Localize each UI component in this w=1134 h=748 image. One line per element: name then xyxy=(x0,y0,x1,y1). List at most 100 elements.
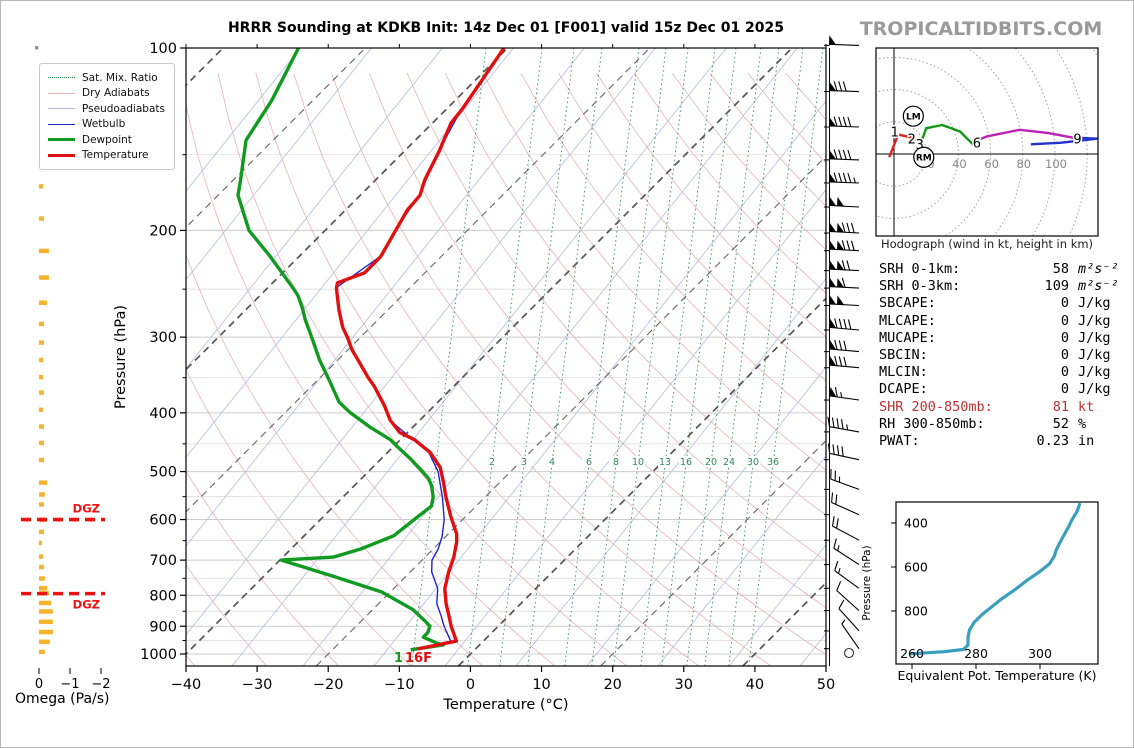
barb-half xyxy=(837,545,840,551)
mixing-ratio-label: 20 xyxy=(705,457,717,468)
barb-full xyxy=(831,516,835,527)
dry-adiabat-line xyxy=(293,72,772,666)
isotherm-line xyxy=(600,439,826,666)
dry-adiabat-line xyxy=(558,72,826,382)
mixing-ratio-label: 2 xyxy=(489,457,495,468)
mixing-ratio-line xyxy=(661,48,737,666)
barb-pennant xyxy=(829,149,837,160)
barb-full xyxy=(842,149,847,160)
wind-barb xyxy=(831,516,860,541)
hodograph-height-label: 9 xyxy=(1073,133,1081,148)
omega-bar xyxy=(39,564,44,570)
pseudoadiabat-line xyxy=(302,48,798,666)
hodograph-ring-label: 40 xyxy=(952,157,967,171)
mixing-ratio-label: 13 xyxy=(659,457,671,468)
stat-row: MLCIN: 0 J/kg xyxy=(879,364,1131,381)
omega-bar xyxy=(39,248,49,254)
stat-unit: kt xyxy=(1078,398,1095,415)
skewt-sounding-curves xyxy=(236,48,506,652)
hodograph-ring-label: 60 xyxy=(984,157,999,171)
skewt-frame xyxy=(185,47,827,667)
omega-bar xyxy=(39,216,44,221)
barb-pennant xyxy=(837,240,845,250)
omega-bar xyxy=(39,649,45,655)
hodograph-segment-0-3km xyxy=(888,133,922,158)
pseudoadiabat-line xyxy=(444,189,826,666)
wind-barb xyxy=(836,581,860,612)
barb-full xyxy=(838,172,843,183)
barb-full xyxy=(834,386,838,398)
hodograph-height-label: 1 xyxy=(891,125,899,140)
theta-e-xaxis-label: Equivalent Pot. Temperature (K) xyxy=(898,668,1097,683)
barb-full xyxy=(834,339,838,350)
barb-full xyxy=(833,538,837,549)
stat-value: 0 xyxy=(1060,329,1069,346)
hodograph-panel: 2040608010012369LMRM xyxy=(875,47,1099,237)
mixing-ratio-label: 30 xyxy=(747,457,759,468)
barb-full xyxy=(834,318,838,329)
wind-barb xyxy=(828,149,860,161)
dry-adiabat-line xyxy=(369,72,826,609)
stat-row: PWAT: 0.23 in xyxy=(879,433,1131,450)
stat-label: RH 300-850mb: xyxy=(879,415,985,432)
dry-adiabat-line xyxy=(520,72,826,426)
hodograph-height-label: 6 xyxy=(973,137,981,152)
barb-pennant xyxy=(829,240,837,250)
stat-unit: m²s⁻² xyxy=(1078,278,1119,295)
dewpoint-line-sample xyxy=(48,138,75,142)
mixing-ratio-line xyxy=(686,48,762,666)
temperature-tick-label: 40 xyxy=(746,677,764,693)
pseudoadiabat-line xyxy=(586,366,826,666)
omega-bar xyxy=(39,554,44,559)
stat-row: RH 300-850mb: 52% xyxy=(879,416,1131,433)
wetbulb-line-sample xyxy=(48,123,75,125)
temperature-tick-label: −20 xyxy=(313,677,344,693)
wind-barb xyxy=(829,294,860,307)
stat-unit: J/kg xyxy=(1078,346,1111,363)
barb-full xyxy=(843,340,847,351)
barb-full xyxy=(838,149,843,160)
mixing-ratio-label: 6 xyxy=(586,457,592,468)
omega-tick-label: 0 xyxy=(35,677,43,692)
pressure-tick-label: 500 xyxy=(149,465,177,481)
omega-bar xyxy=(39,619,53,625)
omega-bar xyxy=(39,609,53,614)
surface-station-circle xyxy=(843,647,855,659)
pressure-axis-label: Pressure (hPa) xyxy=(113,305,129,409)
barb-full xyxy=(847,319,852,330)
barb-full xyxy=(847,172,852,183)
stat-label: MLCAPE: xyxy=(879,312,936,329)
stat-unit: % xyxy=(1078,415,1087,432)
omega-panel: DGZ DGZ 0 −1 −2 xyxy=(21,46,111,692)
stat-unit: J/kg xyxy=(1078,381,1111,398)
pressure-tick-label: 1000 xyxy=(140,647,177,663)
barb-pennant xyxy=(829,35,837,45)
wind-barb xyxy=(829,386,860,401)
barb-full xyxy=(835,494,838,505)
barb-full xyxy=(846,260,851,271)
barb-full xyxy=(843,356,847,367)
stat-value: 0 xyxy=(1060,381,1069,398)
barb-full xyxy=(843,319,847,330)
stat-value: 81 xyxy=(1052,398,1069,415)
hodograph-frame xyxy=(875,47,1099,237)
hodograph-ring-label: 80 xyxy=(1016,157,1031,171)
barb-full xyxy=(842,172,847,183)
dgz-label: DGZ xyxy=(73,502,100,516)
mixing-ratio-line xyxy=(748,48,824,666)
stat-label: SHR 200-850mb: xyxy=(879,398,993,415)
barb-full xyxy=(850,240,855,251)
omega-bar xyxy=(39,600,52,606)
wind-barb xyxy=(829,339,860,353)
pressure-tick-label: 200 xyxy=(149,223,177,239)
stat-row: DCAPE: 0 J/kg xyxy=(879,381,1131,398)
barb-full xyxy=(841,260,846,271)
barb-half xyxy=(838,476,841,483)
barb-full xyxy=(841,446,844,457)
pseudoadiabat-line xyxy=(515,277,826,666)
theta-e-y-tick-label: 600 xyxy=(904,560,928,575)
wind-barb xyxy=(827,416,860,433)
pseudoadiabat-line xyxy=(186,48,585,547)
hodograph-height-label: 2 xyxy=(908,133,916,148)
